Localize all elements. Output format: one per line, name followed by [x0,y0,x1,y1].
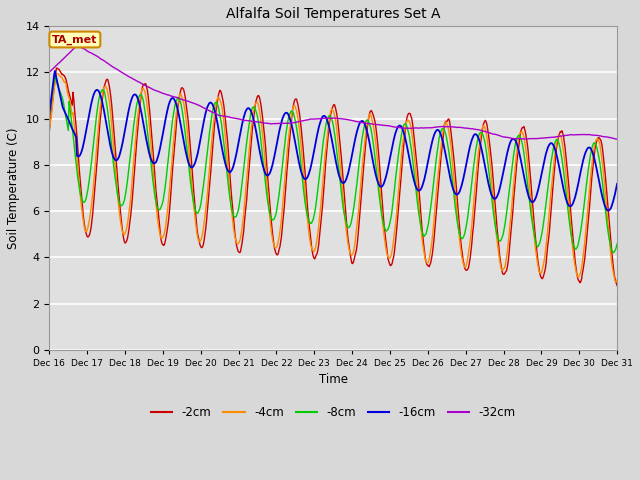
Title: Alfalfa Soil Temperatures Set A: Alfalfa Soil Temperatures Set A [226,7,440,21]
Y-axis label: Soil Temperature (C): Soil Temperature (C) [7,127,20,249]
X-axis label: Time: Time [319,373,348,386]
Text: TA_met: TA_met [52,35,97,45]
Legend: -2cm, -4cm, -8cm, -16cm, -32cm: -2cm, -4cm, -8cm, -16cm, -32cm [147,401,520,423]
